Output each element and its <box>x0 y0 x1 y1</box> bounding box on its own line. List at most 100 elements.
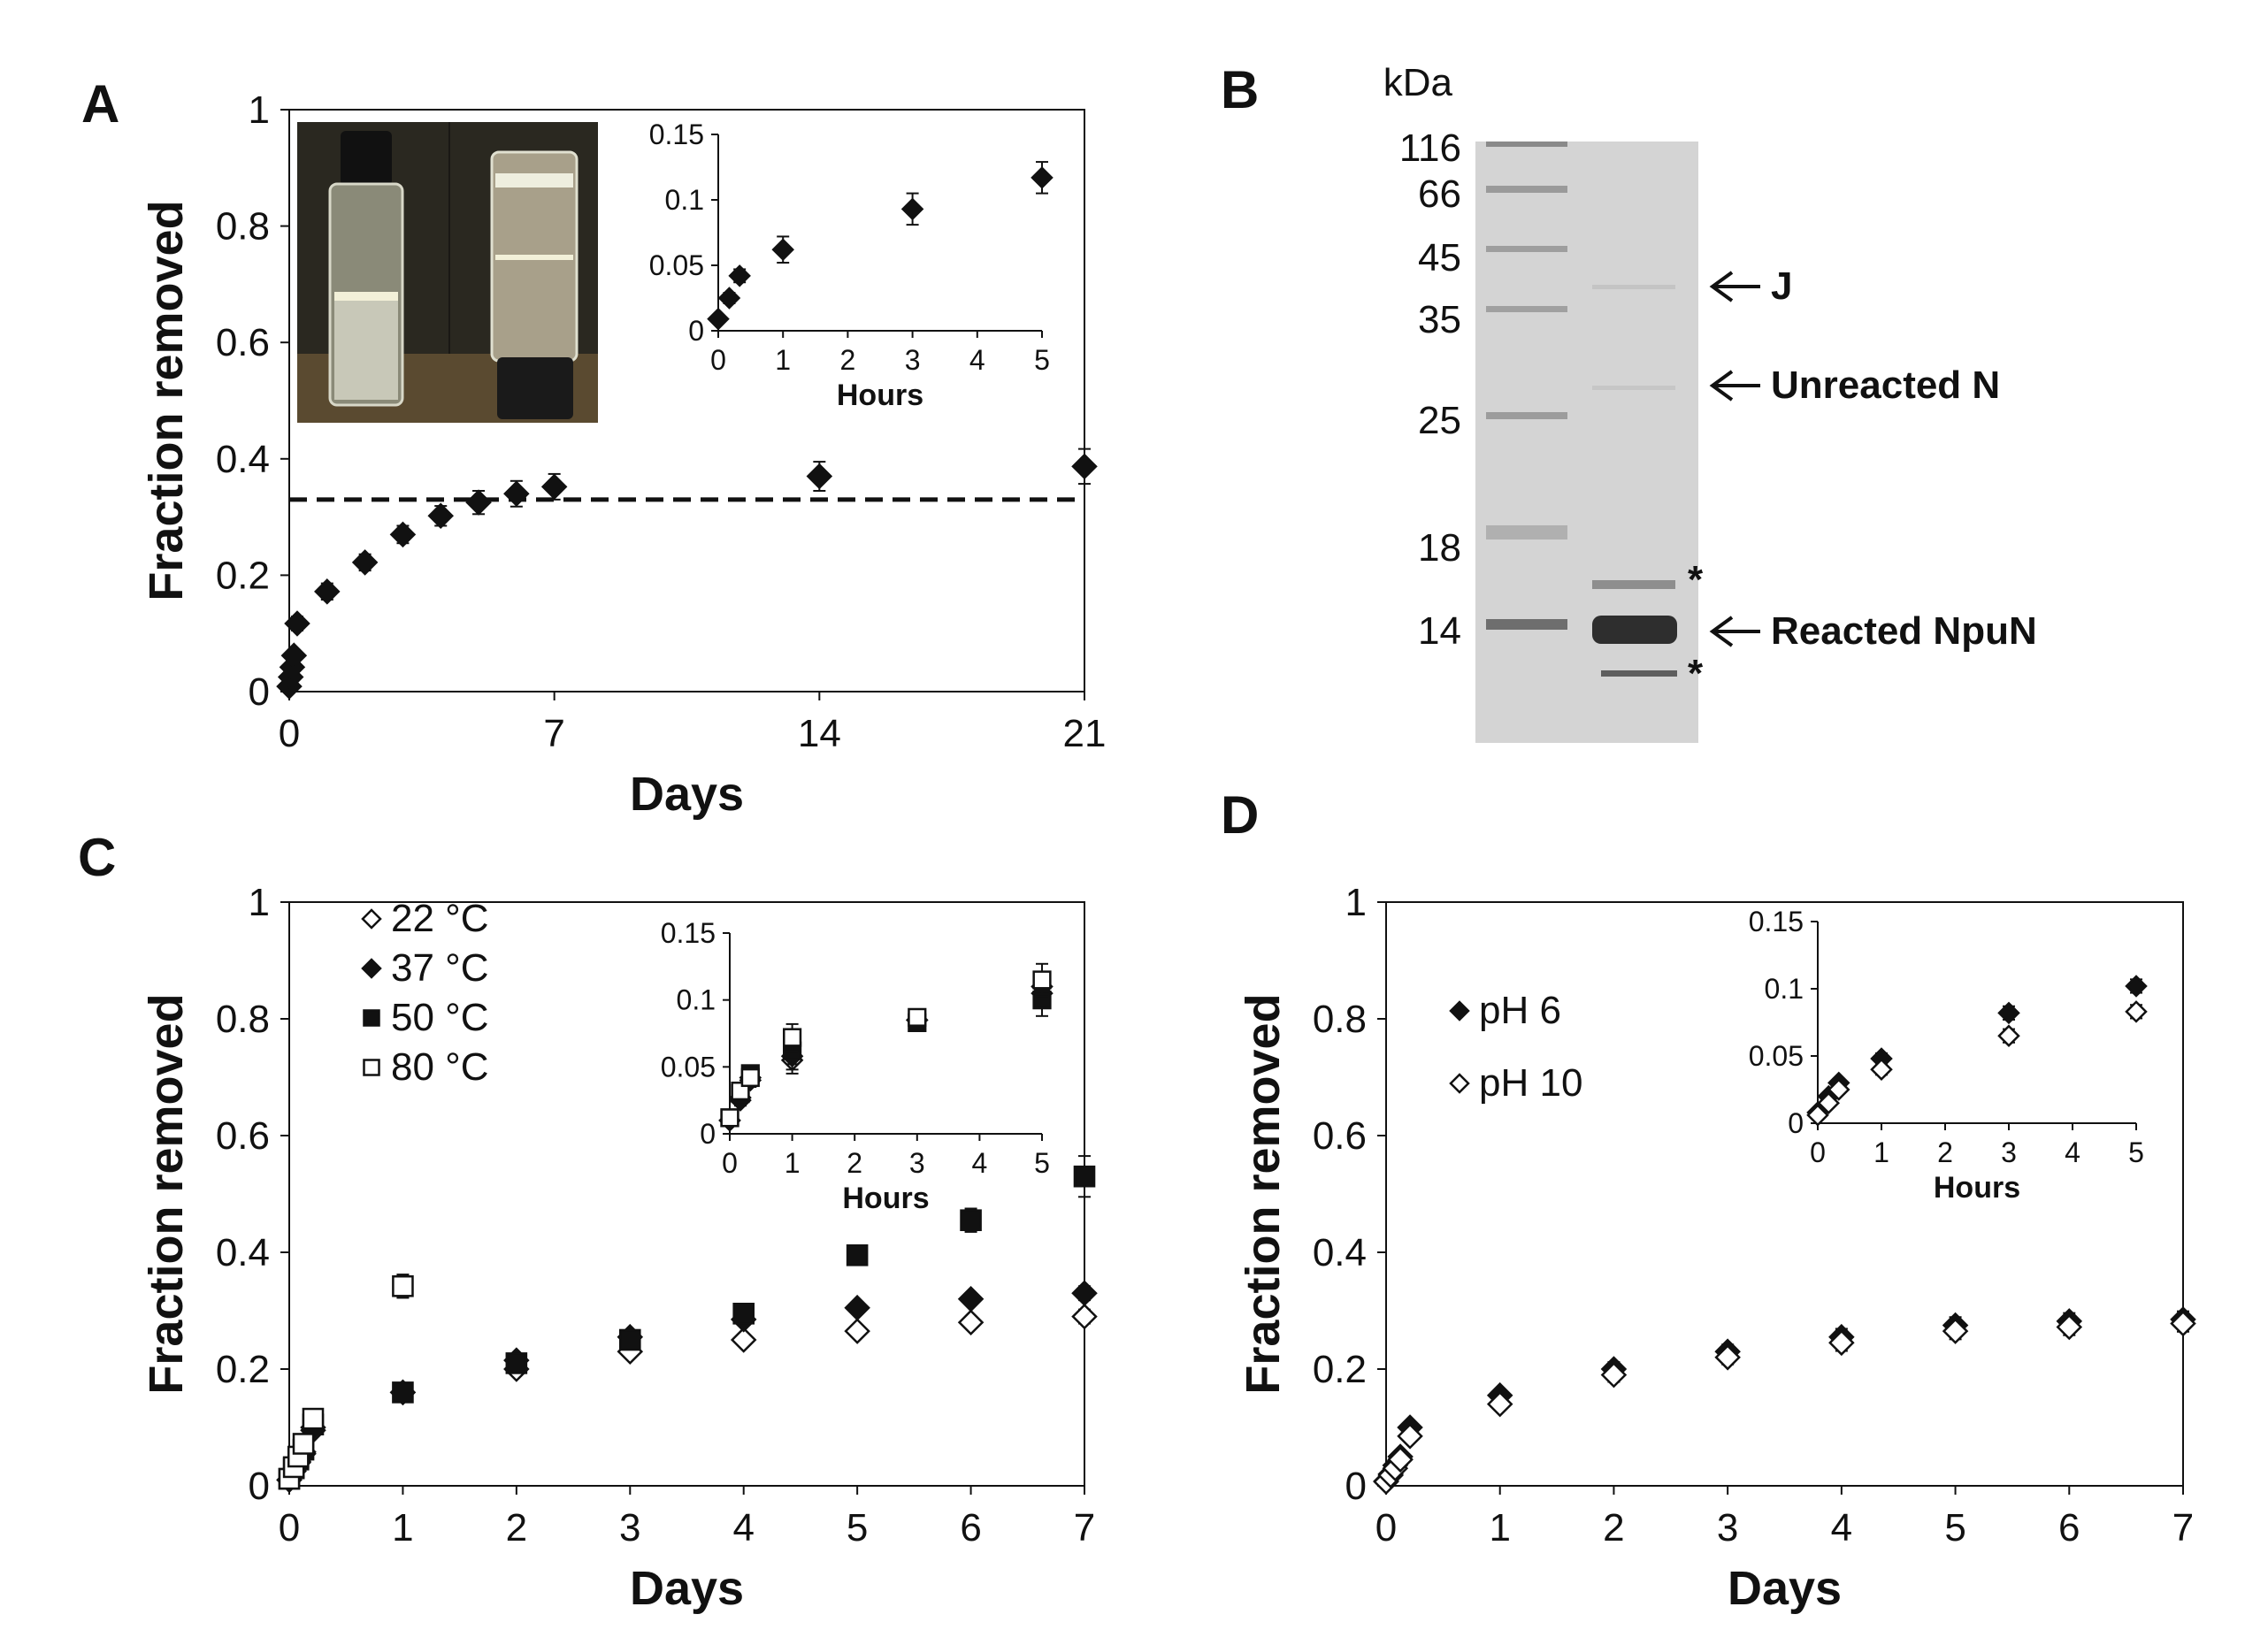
y-tick-label: 0.6 <box>216 1114 270 1158</box>
x-tick-label: 0 <box>1375 1506 1397 1549</box>
data-point <box>302 1407 325 1430</box>
x-tick-label: 5 <box>847 1506 868 1549</box>
x-tick-label: 1 <box>775 344 791 376</box>
x-tick-label: 3 <box>905 344 921 376</box>
data-point <box>844 1294 870 1321</box>
x-tick-label: 4 <box>2065 1136 2080 1168</box>
legend-label: 50 °C <box>391 996 489 1039</box>
y-tick-label: 0 <box>249 1465 270 1508</box>
y-tick-label: 0.6 <box>216 321 270 364</box>
data-point <box>465 489 492 516</box>
legend-label: pH 6 <box>1479 989 1561 1032</box>
panel-label-c: C <box>78 828 116 887</box>
y-tick-label: 1 <box>1345 881 1367 924</box>
y-tick-label: 0.2 <box>216 1348 270 1391</box>
chart-c-main: 0 0.2 0.4 0.6 0.8 1 0 1 2 3 4 5 6 7 Days Fraction remov… <box>140 881 1098 1615</box>
data-point <box>717 287 741 310</box>
data-point <box>740 1067 760 1088</box>
gel-panel: kDa 116 66 45 35 25 18 14 J Unreacted N … <box>1383 61 2037 743</box>
y-tick-label: 0.6 <box>1313 1114 1367 1158</box>
data-point <box>1827 1078 1850 1101</box>
x-tick-label: 4 <box>972 1147 988 1179</box>
y-tick-label: 0.1 <box>665 184 704 216</box>
y-tick-label: 0 <box>1345 1465 1367 1508</box>
data-point <box>1942 1318 1969 1344</box>
data-point <box>1997 1001 2020 1025</box>
x-axis-label: Days <box>630 1562 744 1615</box>
y-tick-label: 0.1 <box>1765 973 1804 1005</box>
plot-frame <box>1385 901 2184 1487</box>
data-point <box>284 610 310 637</box>
data-point <box>720 1108 739 1128</box>
data-point <box>427 502 455 530</box>
series <box>720 962 1052 1128</box>
x-tick-label: 0 <box>279 1506 300 1549</box>
data-point <box>1600 1361 1628 1389</box>
x-axis-label: Hours <box>837 379 923 412</box>
y-tick-label: 0.2 <box>1313 1348 1367 1391</box>
y-tick-label: 0.8 <box>216 998 270 1041</box>
legend: pH 6 pH 10 <box>1449 989 1582 1105</box>
data-point <box>900 197 924 221</box>
y-tick-label: 0.2 <box>216 554 270 597</box>
ladder-label: 45 <box>1418 236 1461 279</box>
x-tick-label: 2 <box>847 1147 862 1179</box>
data-point <box>728 264 751 287</box>
y-tick-label: 1 <box>249 88 270 132</box>
data-point <box>1997 1024 2020 1047</box>
data-point <box>280 642 308 669</box>
x-tick-label: 14 <box>798 712 841 755</box>
series <box>1373 1310 2196 1496</box>
y-tick-label: 0.4 <box>216 1231 270 1274</box>
x-tick-label: 21 <box>1063 712 1107 755</box>
series <box>707 161 1054 331</box>
y-tick-label: 0.4 <box>1313 1231 1367 1274</box>
ladder-label: 18 <box>1418 526 1461 570</box>
x-tick-label: 0 <box>279 712 300 755</box>
data-point <box>540 473 568 501</box>
plot-frame <box>288 109 1085 692</box>
x-axis-label: Hours <box>1934 1171 2020 1205</box>
y-tick-label: 0.8 <box>216 205 270 249</box>
y-tick-label: 0.15 <box>649 119 704 150</box>
y-tick-label: 0 <box>1788 1107 1804 1139</box>
x-tick-label: 7 <box>1074 1506 1095 1549</box>
x-tick-label: 2 <box>1603 1506 1624 1549</box>
x-tick-label: 6 <box>960 1506 981 1549</box>
data-point <box>1073 1165 1096 1188</box>
gel-asterisk: * <box>1688 652 1704 695</box>
ladder-label: 66 <box>1418 172 1461 216</box>
data-point <box>1397 1423 1423 1450</box>
x-tick-label: 1 <box>392 1506 413 1549</box>
x-tick-label: 0 <box>1810 1136 1826 1168</box>
arrow-icon <box>1709 370 1760 402</box>
x-tick-label: 1 <box>785 1147 801 1179</box>
series <box>278 1274 414 1490</box>
ladder-label: 116 <box>1399 126 1461 170</box>
panel-label-d: D <box>1221 785 1259 845</box>
x-tick-label: 7 <box>2172 1506 2194 1549</box>
gel-annotation-j: J <box>1771 264 1792 308</box>
x-tick-label: 2 <box>840 344 856 376</box>
x-tick-label: 6 <box>2058 1506 2080 1549</box>
ladder-label: 14 <box>1418 609 1461 653</box>
x-tick-label: 0 <box>710 344 726 376</box>
data-point <box>363 1059 380 1076</box>
ladder-label: 25 <box>1418 399 1461 442</box>
panel-label-b: B <box>1221 60 1259 119</box>
data-point <box>363 1009 380 1027</box>
x-tick-label: 1 <box>1873 1136 1889 1168</box>
data-point <box>2125 1000 2148 1023</box>
data-point <box>1032 970 1052 990</box>
x-tick-label: 2 <box>506 1506 527 1549</box>
y-tick-label: 1 <box>249 881 270 924</box>
data-point <box>1806 1104 1829 1127</box>
y-axis-label: Fraction removed <box>140 993 193 1394</box>
data-point <box>957 1286 985 1312</box>
x-tick-label: 1 <box>1489 1506 1510 1549</box>
data-point <box>1031 166 1054 189</box>
data-point <box>730 1327 757 1353</box>
series <box>718 978 1054 1132</box>
chart-c-inset: 0 0.05 0.1 0.15 0 1 2 3 4 5 Hours <box>661 917 1054 1215</box>
